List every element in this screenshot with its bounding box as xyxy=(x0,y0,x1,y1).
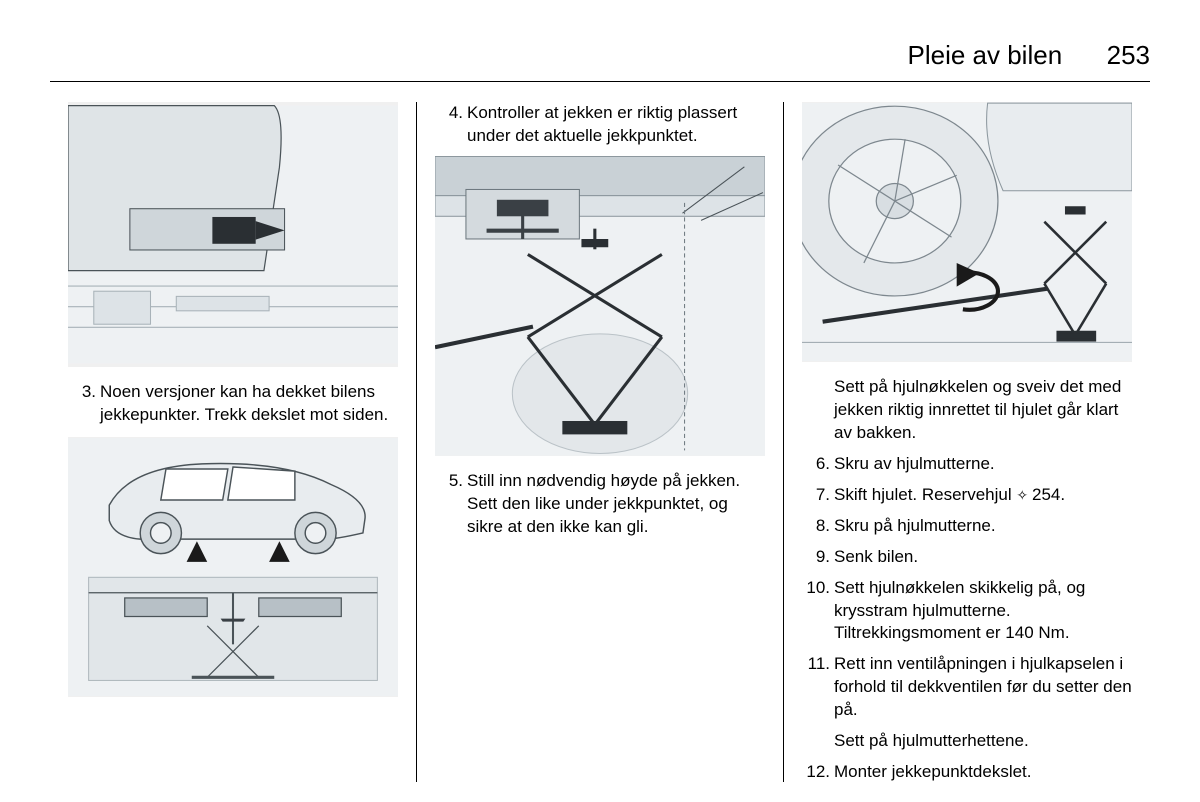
step-number: 5. xyxy=(435,470,463,493)
steps-list-2a: 4. Kontroller at jekken er riktig plasse… xyxy=(435,102,765,148)
step-number: 6. xyxy=(802,453,830,476)
step-number: 7. xyxy=(802,484,830,507)
step-4: 4. Kontroller at jekken er riktig plasse… xyxy=(435,102,765,148)
page-reference: 254. xyxy=(1032,485,1065,504)
step-number: 9. xyxy=(802,546,830,569)
column-2: 4. Kontroller at jekken er riktig plasse… xyxy=(416,102,783,782)
steps-list-3b: 12. Monter jekkepunktdekslet. xyxy=(802,761,1132,784)
section-title: Pleie av bilen xyxy=(908,40,1063,70)
step-number: 11. xyxy=(802,653,830,676)
figure-crank-jack xyxy=(802,102,1132,362)
figure-jack-point-cover xyxy=(68,102,398,367)
steps-list-1: 3. Noen versjoner kan ha dekket bilens j… xyxy=(68,381,398,427)
step-number: 12. xyxy=(802,761,830,784)
step-11-continuation: Sett på hjulmutterhettene. xyxy=(802,730,1132,753)
step-5: 5. Still inn nødvendig høyde på jekken. … xyxy=(435,470,765,539)
step-number: 10. xyxy=(802,577,830,600)
figure-jack-under-car xyxy=(435,156,765,456)
step-6: 6. Skru av hjulmutterne. xyxy=(802,453,1132,476)
step-text: Senk bilen. xyxy=(834,546,1132,569)
page-header: Pleie av bilen 253 xyxy=(50,40,1150,82)
step-text: Skru på hjulmutterne. xyxy=(834,515,1132,538)
step-11: 11. Rett inn ventilåpningen i hjulkapsel… xyxy=(802,653,1132,722)
step-number: 3. xyxy=(68,381,96,404)
step-8: 8. Skru på hjulmutterne. xyxy=(802,515,1132,538)
step-12: 12. Monter jekkepunktdekslet. xyxy=(802,761,1132,784)
page-number: 253 xyxy=(1107,40,1150,70)
reference-arrow-icon: ✧ xyxy=(1016,487,1032,503)
step-number: 8. xyxy=(802,515,830,538)
steps-list-3: 6. Skru av hjulmutterne. 7. Skift hjulet… xyxy=(802,453,1132,722)
step-9: 9. Senk bilen. xyxy=(802,546,1132,569)
step-text: Still inn nødvendig høyde på jekken. Set… xyxy=(467,470,765,539)
step-7: 7. Skift hjulet. Reservehjul ✧ 254. xyxy=(802,484,1132,507)
figure-car-jackpoints xyxy=(68,437,398,697)
step-text: Kontroller at jekken er riktig plassert … xyxy=(467,102,765,148)
step-text: Noen versjoner kan ha dekket bilens jekk… xyxy=(100,381,398,427)
step-5-continuation: Sett på hjulnøkkelen og sveiv det med je… xyxy=(802,376,1132,445)
step-text: Rett inn ventilåpningen i hjulkapselen i… xyxy=(834,653,1132,722)
step-number: 4. xyxy=(435,102,463,125)
step-text: Sett på hjulnøkkelen og sveiv det med je… xyxy=(834,377,1121,442)
step-text: Sett hjulnøkkelen skikkelig på, og kryss… xyxy=(834,577,1132,646)
column-3: Sett på hjulnøkkelen og sveiv det med je… xyxy=(783,102,1150,782)
step-text-pre: Skift hjulet. Reservehjul xyxy=(834,485,1016,504)
step-10: 10. Sett hjulnøkkelen skikkelig på, og k… xyxy=(802,577,1132,646)
column-1: 3. Noen versjoner kan ha dekket bilens j… xyxy=(50,102,416,782)
content-columns: 3. Noen versjoner kan ha dekket bilens j… xyxy=(50,102,1150,782)
step-text: Skift hjulet. Reservehjul ✧ 254. xyxy=(834,484,1132,507)
step-text: Monter jekkepunktdekslet. xyxy=(834,761,1132,784)
step-text: Sett på hjulmutterhettene. xyxy=(834,731,1029,750)
step-3: 3. Noen versjoner kan ha dekket bilens j… xyxy=(68,381,398,427)
manual-page: Pleie av bilen 253 xyxy=(0,0,1200,802)
steps-list-2b: 5. Still inn nødvendig høyde på jekken. … xyxy=(435,470,765,539)
step-text: Skru av hjulmutterne. xyxy=(834,453,1132,476)
